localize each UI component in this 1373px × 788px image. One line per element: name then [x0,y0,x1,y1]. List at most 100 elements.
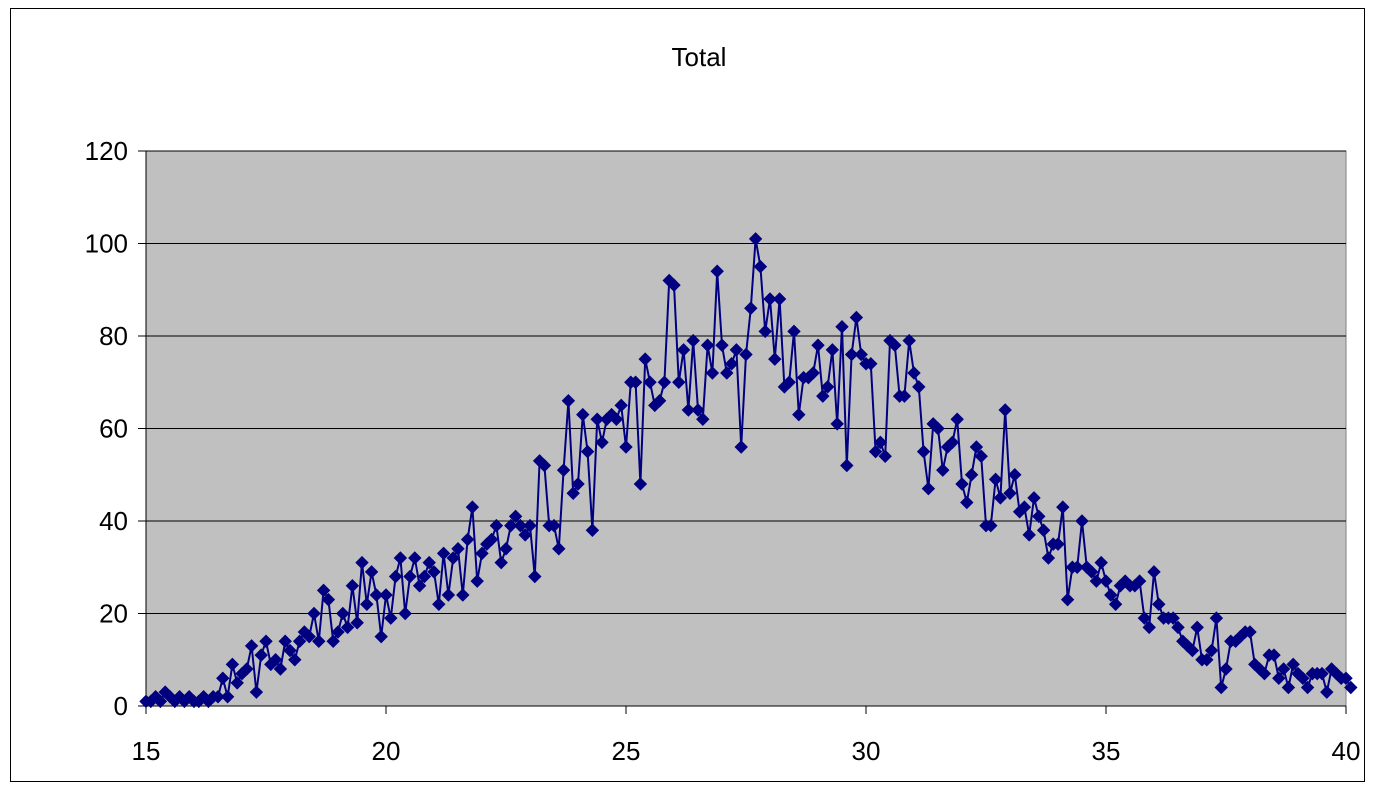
data-point [292,634,307,648]
data-point [417,569,432,584]
data-point [1084,565,1099,579]
data-point [436,546,451,561]
data-point [1296,671,1310,685]
x-tick-label: 30 [852,736,881,766]
data-point [969,440,984,454]
data-point [873,435,888,450]
data-point [1190,620,1204,635]
data-point [657,375,672,389]
data-point [700,338,715,352]
data-point [475,546,489,561]
data-point [316,583,331,598]
data-point [446,551,460,565]
data-point [1320,685,1334,699]
data-point [1267,648,1281,662]
x-tick-label: 15 [132,736,161,766]
data-point [566,486,580,500]
data-point [321,592,336,607]
data-point [840,458,854,473]
data-point [1243,625,1257,639]
data-point [849,310,864,325]
data-point [835,320,849,334]
data-point [307,606,321,621]
data-point [758,324,772,339]
y-tick-label: 40 [99,506,128,536]
data-point [667,278,681,292]
data-point [220,690,235,704]
data-point [820,380,835,394]
data-point [312,634,326,648]
data-point [1070,560,1084,574]
data-point [1032,509,1046,524]
data-point [1204,643,1219,658]
data-point [360,597,374,611]
y-tick-label: 80 [99,321,128,351]
data-point [1300,680,1315,695]
data-point [1056,500,1070,514]
data-point [153,694,168,709]
data-point [609,412,624,426]
x-tick-label: 20 [372,736,401,766]
data-point [1017,500,1032,514]
data-point [528,569,542,584]
data-point [888,338,902,352]
data-point [508,509,523,524]
data-point [422,555,436,570]
data-point [1200,653,1214,667]
data-point [273,662,288,676]
data-point [1257,666,1272,681]
data-point [912,380,926,394]
data-point [729,343,744,357]
data-point [364,565,379,579]
data-point [350,616,364,630]
data-point [590,412,604,426]
data-point [830,417,844,431]
data-point [998,403,1012,417]
data-point [686,333,700,348]
data-point [216,671,230,685]
data-point [931,421,945,436]
data-point [249,685,264,699]
data-point [974,449,988,463]
data-point [244,639,259,653]
data-point [696,412,710,426]
data-point [1094,555,1108,570]
data-point [1075,514,1089,528]
data-point [681,403,696,417]
data-point [1286,657,1300,672]
data-point [792,407,806,422]
data-point [844,347,859,362]
data-point [369,588,384,602]
data-point [230,676,244,690]
x-tick-label: 35 [1092,736,1121,766]
data-point [576,407,590,422]
data-point [691,403,705,417]
data-point [1339,671,1353,685]
data-point [1060,592,1075,607]
data-point [1315,666,1329,681]
data-point [302,629,316,644]
data-point [412,579,427,593]
data-point [499,542,513,556]
data-point [1147,565,1161,579]
data-point [283,643,297,658]
data-point [772,292,787,306]
data-point [936,463,950,477]
data-point [1166,611,1180,625]
data-point [633,477,648,491]
data-point [556,463,571,477]
data-point [960,495,974,510]
data-point [1041,551,1056,565]
data-point [288,653,302,667]
data-point [724,357,739,371]
data-point [825,343,840,357]
data-point [1051,537,1065,551]
data-point [345,579,360,593]
data-point [580,444,595,459]
data-point [571,477,585,491]
data-point [470,574,484,588]
data-point [494,555,508,570]
data-point [465,500,480,514]
data-point [854,347,868,362]
data-point [705,366,720,380]
